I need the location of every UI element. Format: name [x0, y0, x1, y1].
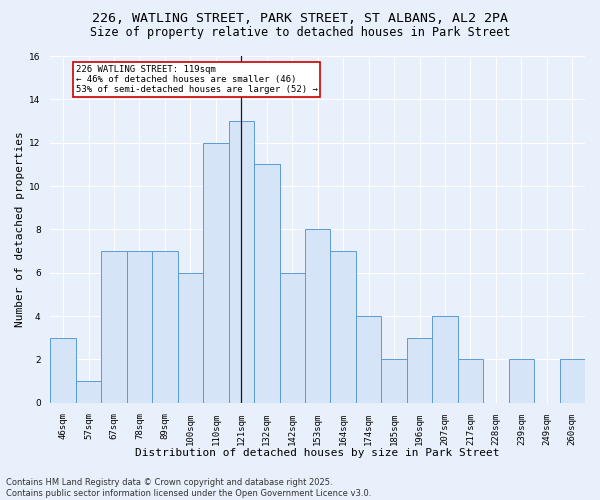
Text: 226, WATLING STREET, PARK STREET, ST ALBANS, AL2 2PA: 226, WATLING STREET, PARK STREET, ST ALB… [92, 12, 508, 26]
Text: Contains HM Land Registry data © Crown copyright and database right 2025.
Contai: Contains HM Land Registry data © Crown c… [6, 478, 371, 498]
Bar [458, 360, 483, 403]
Bar [229, 121, 254, 403]
Y-axis label: Number of detached properties: Number of detached properties [15, 132, 25, 327]
Bar [331, 251, 356, 403]
Bar [305, 230, 331, 403]
Bar [178, 272, 203, 403]
Bar [407, 338, 432, 403]
Text: 226 WATLING STREET: 119sqm
← 46% of detached houses are smaller (46)
53% of semi: 226 WATLING STREET: 119sqm ← 46% of deta… [76, 64, 318, 94]
Bar [560, 360, 585, 403]
Bar [356, 316, 382, 403]
Bar [127, 251, 152, 403]
Bar [254, 164, 280, 403]
Bar [76, 381, 101, 403]
Bar [101, 251, 127, 403]
Bar [280, 272, 305, 403]
Bar [152, 251, 178, 403]
Text: Size of property relative to detached houses in Park Street: Size of property relative to detached ho… [90, 26, 510, 39]
Bar [203, 142, 229, 403]
Bar [382, 360, 407, 403]
X-axis label: Distribution of detached houses by size in Park Street: Distribution of detached houses by size … [136, 448, 500, 458]
Bar [509, 360, 534, 403]
Bar [50, 338, 76, 403]
Bar [432, 316, 458, 403]
